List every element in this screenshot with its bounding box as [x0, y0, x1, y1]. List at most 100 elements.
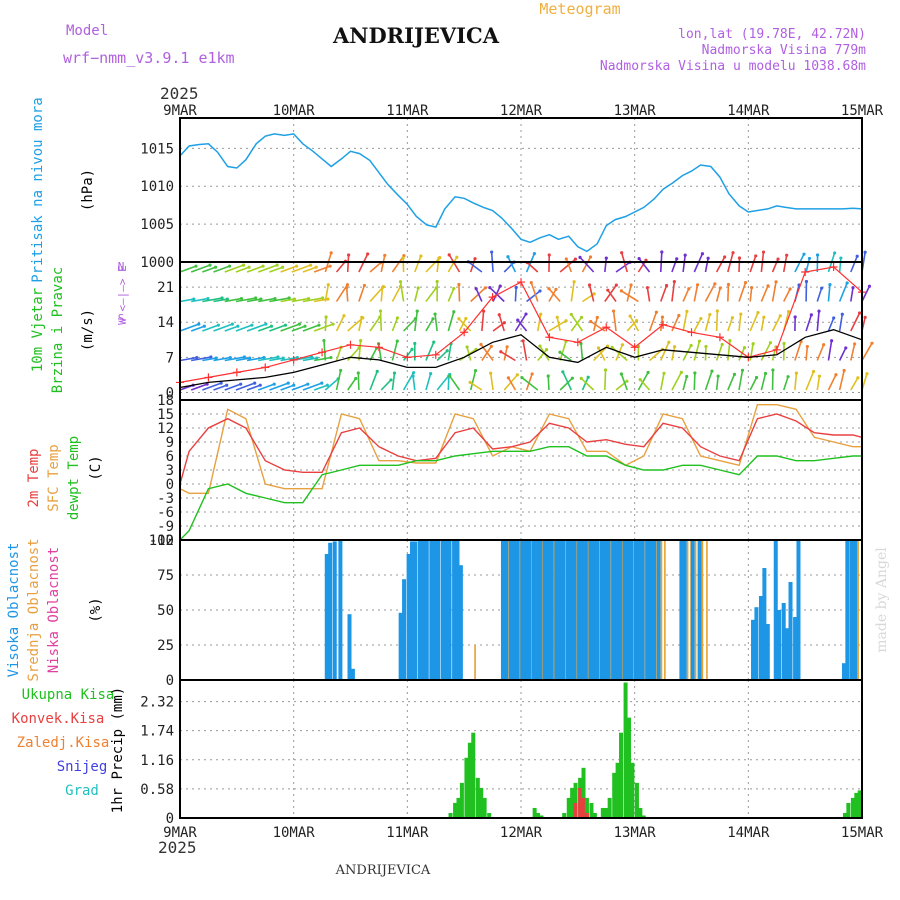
cloud-high-bar [622, 540, 627, 680]
wind-arrow-head [306, 296, 311, 301]
wind-arrow-head [324, 315, 328, 319]
wind-gust-marker [261, 363, 270, 372]
y-tick-label: 2.32 [140, 695, 174, 711]
wind-arrow [436, 258, 440, 273]
cloud-high-bar [588, 540, 593, 680]
wind-arrow [448, 254, 461, 273]
precip-total-bar [604, 807, 609, 818]
wind-arrow [458, 318, 472, 332]
wind-arrow-head [437, 256, 441, 260]
wind-arrow [475, 288, 483, 302]
wind-arrow [638, 258, 651, 273]
wind-arrow [838, 370, 845, 391]
wind-arrow-head [762, 315, 766, 319]
wind-arrow [548, 288, 561, 303]
wind-arrow [369, 371, 378, 391]
wind-arrow [816, 376, 821, 391]
wind-arrow-head [785, 253, 789, 257]
wind-arrow [646, 287, 651, 302]
wind-arrow-head [320, 381, 324, 385]
model-altitude-info: Nadmorska Visina u modelu 1038.68m [600, 59, 866, 74]
wind-arrow-head [802, 252, 806, 256]
wind-arrow-head [228, 355, 232, 360]
cloud-high-bar [508, 540, 513, 680]
wind-arrow [548, 320, 567, 332]
wind-arrow [413, 311, 419, 332]
y-tick-label: 0 [166, 673, 174, 689]
wind-arrow-head [345, 285, 349, 290]
wind-arrow [246, 298, 262, 303]
wind-arrow-head [828, 282, 832, 287]
wind-arrow-head [538, 289, 542, 293]
lonlat-info: lon,lat (19.78E, 42.72N) [678, 27, 866, 42]
wind-arrow-head [570, 376, 574, 380]
wind-arrow-head [620, 251, 624, 255]
wind-arrow-head [726, 282, 731, 287]
pressure-series-line [179, 133, 863, 253]
wind-arrow-head [865, 372, 869, 376]
legend-zaledj-kisa: Zaledj.Kisa [17, 735, 110, 751]
compass-south-label: S [118, 312, 125, 325]
wind-arrow [257, 383, 275, 391]
wind-arrow [805, 346, 809, 361]
wind-arrow-head [589, 319, 593, 324]
cloud-high-bar [793, 617, 798, 680]
cloud-high-bar [640, 540, 645, 680]
precip-conv-bar [573, 802, 578, 818]
wind-arrow [805, 258, 811, 273]
wind-arrow [805, 314, 813, 332]
wind-arrow [536, 314, 542, 332]
wind-gust-marker [630, 343, 639, 352]
wind-arrow [302, 324, 320, 332]
x-tick-label-bottom: 9MAR [163, 825, 197, 841]
wind-arrow-head [346, 253, 351, 257]
wind-arrow-head [416, 286, 420, 290]
wind-arrow-head [619, 289, 624, 293]
wind-arrow [850, 287, 854, 302]
cloud-high-bar [754, 607, 759, 680]
precip-total-bar [641, 815, 646, 818]
wind-arrow-head [660, 250, 664, 254]
wind-arrow [693, 372, 696, 391]
wind-arrow [727, 374, 736, 391]
cloud-high-bar [614, 540, 619, 680]
wind-arrow-head [413, 341, 417, 346]
cloud-high-bar [413, 541, 418, 680]
wind-arrow-head [856, 376, 860, 380]
y-tick-label: 3 [166, 463, 174, 479]
precip-total-bar [589, 802, 594, 818]
wind-arrow [346, 254, 350, 273]
cloud-high-bar [682, 540, 687, 680]
wind-arrow-head [532, 251, 537, 256]
cloud-high-bar [625, 540, 630, 680]
wind-arrow-head [620, 343, 625, 347]
wind-arrow-head [412, 371, 416, 375]
wind-arrow [580, 343, 584, 361]
wind-axis-title-1: 10m Vjetar [30, 288, 46, 372]
x-tick-label-top: 14MAR [727, 103, 770, 119]
wind-arrow [447, 256, 458, 273]
wind-arrow [345, 287, 349, 302]
wind-arrow-head [524, 312, 528, 316]
wind-arrow [861, 342, 873, 361]
wind-arrow [358, 340, 362, 361]
wind-arrow-head [592, 292, 596, 296]
wind-arrow [514, 287, 517, 302]
cloud-high-bar [652, 540, 657, 680]
wind-arrow-head [805, 344, 809, 349]
wind-arrow-head [259, 297, 263, 301]
cloud-high-bar [758, 596, 763, 680]
wind-arrow [280, 384, 295, 391]
wind-arrow-head [273, 296, 277, 301]
wind-arrow [715, 287, 722, 302]
wind-arrow-head [614, 283, 618, 287]
wind-arrow [403, 318, 416, 332]
y-tick-label: 9 [166, 435, 174, 451]
wind-arrow-head [606, 288, 610, 292]
cloud-high-bar [697, 540, 702, 680]
wind-arrow-head [645, 286, 649, 290]
wind-arrow [547, 375, 550, 391]
wind-arrow-head [763, 371, 768, 376]
wind-arrow [213, 298, 228, 303]
